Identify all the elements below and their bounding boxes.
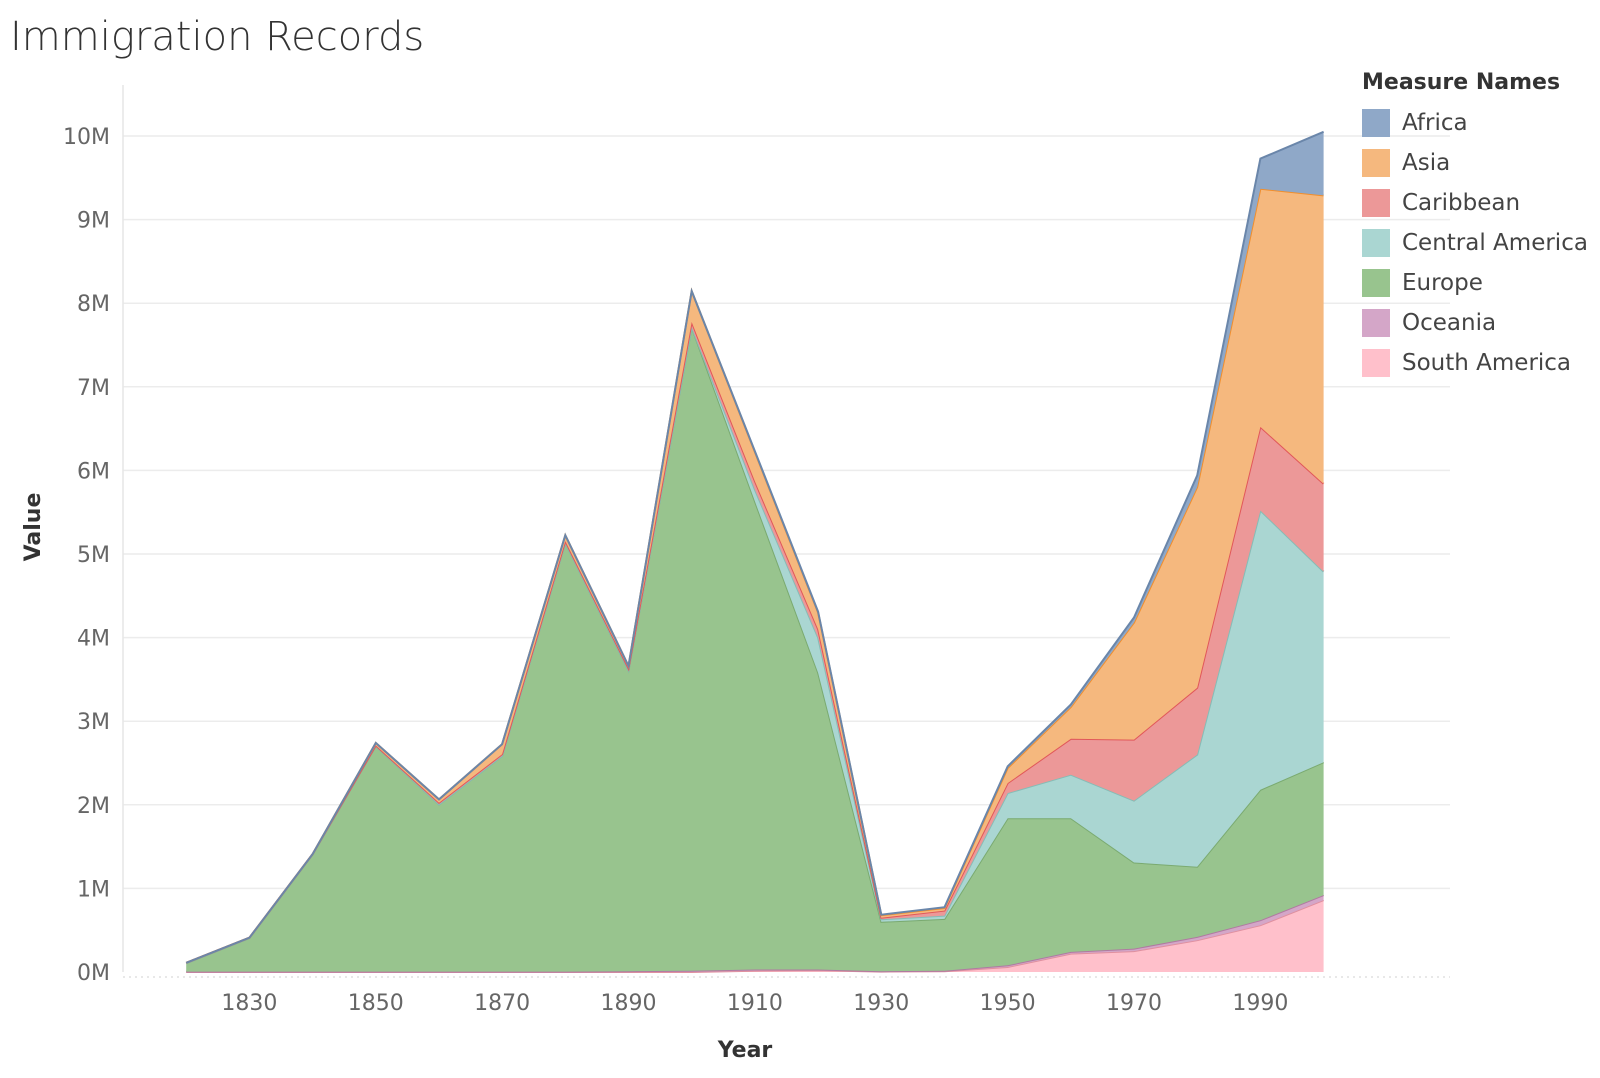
x-tick-label: 1930 xyxy=(853,991,909,1016)
legend-item-central-america[interactable]: Central America xyxy=(1362,223,1588,263)
x-tick-label: 1870 xyxy=(474,991,530,1016)
legend-swatch xyxy=(1362,149,1390,177)
x-tick-label: 1990 xyxy=(1232,991,1288,1016)
y-tick-label: 1M xyxy=(77,877,110,902)
x-tick-label: 1910 xyxy=(727,991,783,1016)
x-tick-label: 1830 xyxy=(221,991,277,1016)
y-tick-label: 10M xyxy=(63,125,110,150)
legend-swatch xyxy=(1362,309,1390,337)
legend-item-caribbean[interactable]: Caribbean xyxy=(1362,183,1588,223)
x-tick-label: 1950 xyxy=(980,991,1036,1016)
legend-item-south-america[interactable]: South America xyxy=(1362,343,1588,383)
y-tick-label: 0M xyxy=(77,961,110,986)
y-tick-label: 6M xyxy=(77,459,110,484)
legend-swatch xyxy=(1362,229,1390,257)
y-tick-label: 8M xyxy=(77,292,110,317)
legend-label: South America xyxy=(1402,350,1572,376)
legend-label: Central America xyxy=(1402,230,1588,256)
legend-items: Africa Asia Caribbean Central America Europe… xyxy=(1362,103,1588,383)
legend-item-africa[interactable]: Africa xyxy=(1362,103,1588,143)
y-tick-label: 2M xyxy=(77,794,110,819)
line-africa xyxy=(185,130,1324,964)
legend-item-europe[interactable]: Europe xyxy=(1362,263,1588,303)
legend-label: Africa xyxy=(1402,110,1468,136)
legend-swatch xyxy=(1362,109,1390,137)
legend-swatch xyxy=(1362,349,1390,377)
x-tick-label: 1890 xyxy=(601,991,657,1016)
legend-item-oceania[interactable]: Oceania xyxy=(1362,303,1588,343)
legend-label: Asia xyxy=(1402,150,1451,176)
area-south-america[interactable] xyxy=(186,900,1324,972)
area-europe[interactable] xyxy=(186,327,1324,972)
x-axis-title: Year xyxy=(717,1038,773,1063)
legend-label: Europe xyxy=(1402,270,1483,296)
y-tick-label: 4M xyxy=(77,627,110,652)
x-tick-label: 1970 xyxy=(1106,991,1162,1016)
legend-label: Oceania xyxy=(1402,310,1497,336)
legend-swatch xyxy=(1362,269,1390,297)
y-tick-label: 5M xyxy=(77,543,110,568)
y-tick-label: 9M xyxy=(77,209,110,234)
y-axis-title: Value xyxy=(21,493,46,562)
chart-title: Immigration Records xyxy=(10,14,425,60)
y-tick-label: 7M xyxy=(77,376,110,401)
y-tick-label: 3M xyxy=(77,710,110,735)
legend-item-asia[interactable]: Asia xyxy=(1362,143,1588,183)
legend-swatch xyxy=(1362,189,1390,217)
area-central-america[interactable] xyxy=(186,327,1324,964)
x-tick-label: 1850 xyxy=(348,991,404,1016)
legend: Measure Names Africa Asia Caribbean Central… xyxy=(1362,70,1588,383)
legend-label: Caribbean xyxy=(1402,190,1521,216)
legend-title: Measure Names xyxy=(1362,70,1561,95)
